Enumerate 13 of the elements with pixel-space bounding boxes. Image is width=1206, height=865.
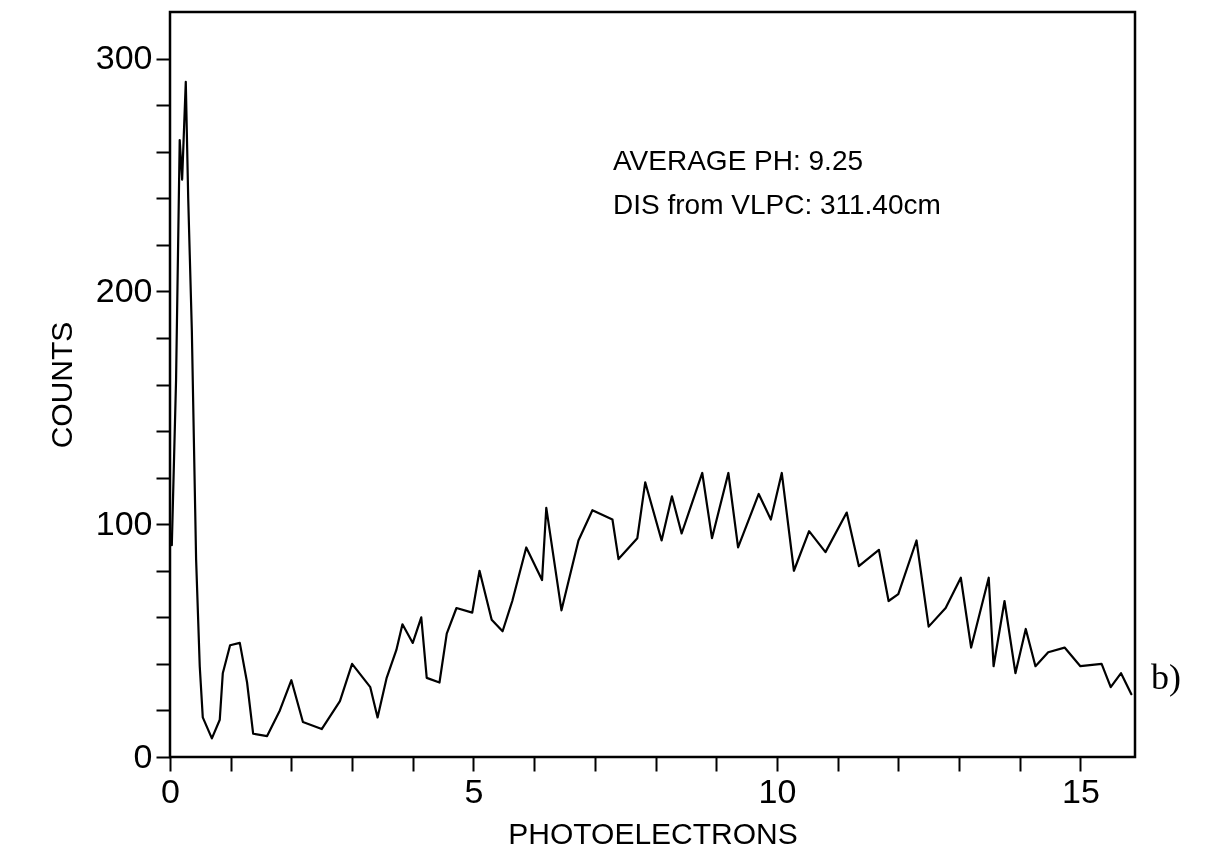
y-tick-label: 100: [95, 503, 153, 542]
x-tick-label: 5: [464, 771, 484, 810]
text: b): [1151, 657, 1181, 697]
annotation: DIS from VLPC: 311.40cm: [613, 189, 941, 220]
y-tick-label: 300: [95, 38, 153, 77]
y-tick-label: 200: [95, 270, 153, 309]
x-axis-title: PHOTOELECTRONS: [508, 816, 798, 850]
y-tick-label: 0: [133, 736, 153, 775]
x-tick-label: 0: [161, 771, 180, 810]
annotation: AVERAGE PH: 9.25: [613, 145, 864, 176]
x-tick-label: 10: [758, 771, 797, 810]
x-tick-label: 15: [1061, 771, 1100, 810]
y-axis-title: COUNTS: [44, 321, 78, 449]
